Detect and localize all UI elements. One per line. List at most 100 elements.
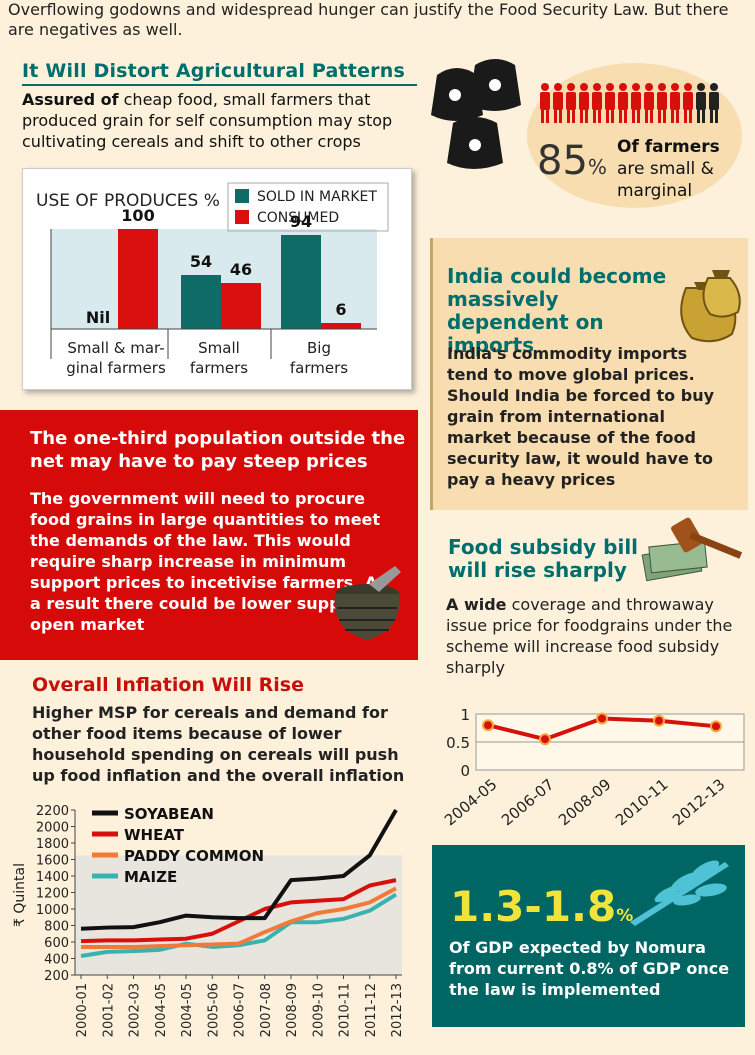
y-tick-label: 1600 (36, 854, 69, 869)
farmers-caption: Of farmers are small & marginal (617, 137, 720, 201)
farmer-figure-leg (585, 109, 588, 123)
section-title-subsidy: Food subsidy bill will rise sharply (448, 535, 639, 582)
section-body-steep-prices: The government will need to procure food… (30, 489, 387, 634)
x-tick-label: 2012-13 (390, 983, 405, 1037)
x-tick-label: 2008-09 (555, 775, 615, 829)
legend-label: CONSUMED (257, 210, 339, 226)
farmer-figure-head (567, 83, 575, 91)
y-tick-label: 0.5 (446, 734, 470, 752)
section-body-subsidy: A wide coverage and throwaway issue pric… (446, 595, 733, 677)
farmer-figure-body (644, 92, 654, 110)
bar (281, 235, 321, 329)
farmer-figure-body (683, 92, 693, 110)
x-tick-label: 2008-09 (285, 983, 300, 1037)
farmer-figure-head (580, 83, 588, 91)
y-tick-label: 400 (44, 953, 69, 968)
farmer-figure-head (645, 83, 653, 91)
x-tick-label: 2009-10 (311, 983, 326, 1037)
farmer-figure-leg (689, 109, 692, 123)
farmer-figure-leg (606, 109, 609, 123)
x-tick-label: 2001-02 (101, 983, 116, 1037)
lead-text: Assured of (22, 90, 119, 109)
section-title-imports: India could become massively dependent o… (447, 264, 667, 357)
bar-value-label: 6 (335, 300, 346, 319)
x-tick-label: 2000-01 (75, 983, 90, 1037)
bar-value-label: 54 (190, 252, 212, 271)
farmer-figure-head (593, 83, 601, 91)
bar-value-label: 100 (121, 206, 154, 225)
section-body-imports: India's commodity imports tend to move g… (447, 344, 715, 489)
farmer-figure-head (541, 83, 549, 91)
section-body-inflation: Higher MSP for cereals and demand for ot… (32, 703, 405, 785)
x-tick-label: 2012-13 (669, 775, 729, 829)
legend-box (227, 182, 389, 232)
farmer-figure-head (697, 83, 705, 91)
farmer-figure-body (592, 92, 602, 110)
category-label: farmers (190, 359, 248, 377)
farmer-figure-head (658, 83, 666, 91)
y-tick-label: 1200 (36, 887, 69, 902)
farmer-figure-body (709, 92, 719, 110)
farmer-figure-leg (611, 109, 614, 123)
farmer-figure-leg (624, 109, 627, 123)
y-tick-label: 1 (460, 706, 470, 724)
x-tick-label: 2004-05 (180, 983, 195, 1037)
wheat-ears-icon (630, 860, 729, 926)
farmer-figure-body (605, 92, 615, 110)
farmer-figure-head (606, 83, 614, 91)
x-tick-label: 2006-07 (498, 775, 558, 829)
farmer-figure-leg (572, 109, 575, 123)
legend-label: SOLD IN MARKET (257, 189, 377, 205)
farmer-figure-leg (619, 109, 622, 123)
farmer-figure-leg (702, 109, 705, 123)
section-title-distort: It Will Distort Agricultural Patterns (22, 60, 405, 82)
legend-label: WHEAT (124, 826, 185, 844)
x-tick-label: 2010-11 (612, 775, 672, 829)
section-title-steep-prices: The one-third population outside the net… (30, 428, 406, 472)
y-tick-label: 600 (44, 936, 69, 951)
body-text: cheap food, small farmers that produced … (22, 90, 393, 151)
farmer-figures-icon (540, 83, 719, 123)
bar (321, 323, 361, 329)
farmer-figure-leg (650, 109, 653, 123)
title-underline (22, 84, 417, 86)
farmer-figure-leg (559, 109, 562, 123)
y-tick-label: 0 (460, 762, 470, 780)
legend-label: MAIZE (124, 868, 177, 886)
farmer-figure-leg (676, 109, 679, 123)
legend-swatch (235, 189, 249, 203)
farmer-figure-head (671, 83, 679, 91)
x-tick-label: 2011-12 (364, 983, 379, 1037)
farmer-figure-head (619, 83, 627, 91)
farmer-figure-leg (684, 109, 687, 123)
series-line (80, 878, 397, 944)
category-label: ginal farmers (66, 359, 166, 377)
x-tick-label: 2004-05 (154, 983, 169, 1037)
nomura-value: 1.3-1.8% (450, 882, 634, 931)
bar (181, 275, 221, 329)
farmer-figure-leg (658, 109, 661, 123)
farmer-figure-head (684, 83, 692, 91)
farmer-figure-body (579, 92, 589, 110)
farmer-figure-leg (637, 109, 640, 123)
data-point (539, 733, 551, 746)
nomura-body: Of GDP expected by Nomura from current 0… (449, 938, 730, 999)
grain-sacks-icon (431, 59, 521, 169)
y-tick-label: 800 (44, 920, 69, 935)
farmer-figure-leg (580, 109, 583, 123)
farmer-figure-body (540, 92, 550, 110)
farmer-figure-leg (663, 109, 666, 123)
farmer-figure-body (631, 92, 641, 110)
x-tick-label: 2010-11 (338, 983, 353, 1037)
data-point (653, 714, 665, 727)
category-label: Small (198, 339, 240, 357)
y-tick-label: 2000 (36, 821, 69, 836)
farmer-figure-head (554, 83, 562, 91)
farmer-figure-leg (697, 109, 700, 123)
data-point (482, 719, 494, 732)
bar (118, 229, 158, 329)
farmer-figure-body (553, 92, 563, 110)
y-tick-label: 1800 (36, 837, 69, 852)
